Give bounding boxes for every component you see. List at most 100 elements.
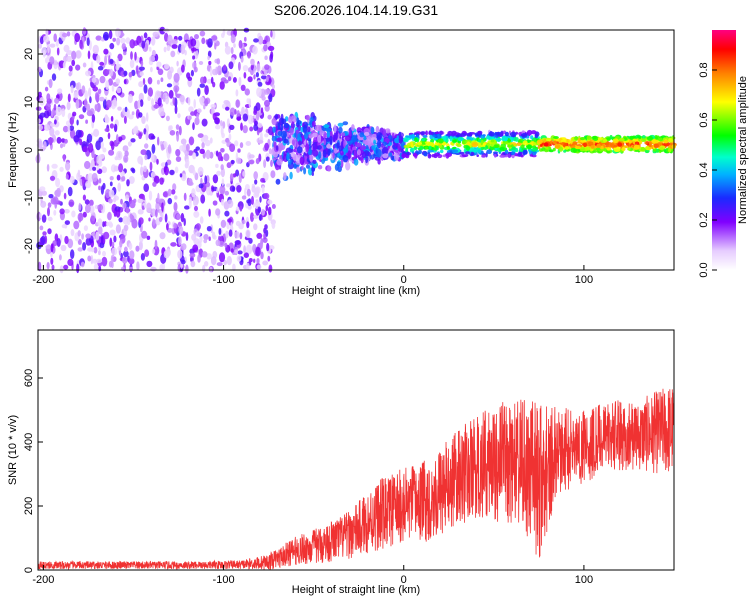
- spectrogram-cell: [102, 147, 107, 153]
- spectrogram-cell: [84, 199, 90, 205]
- spectrogram-cell: [424, 146, 428, 150]
- spectrogram-cell: [236, 185, 242, 193]
- spectrogram-cell: [148, 190, 153, 201]
- spectrogram-cell: [240, 84, 246, 92]
- spectrogram-cell: [572, 141, 578, 145]
- spectrogram-cell: [109, 58, 114, 65]
- spectrogram-cell: [66, 101, 71, 111]
- spectrogram-cell: [170, 50, 176, 58]
- spectrogram-cell: [160, 143, 165, 151]
- spectrogram-cell: [181, 243, 187, 251]
- spectrogram-cell: [50, 110, 54, 117]
- spectrogram-cell: [249, 126, 254, 132]
- spectrogram-cell: [627, 147, 631, 151]
- spectrogram-cell: [570, 139, 573, 145]
- spectrogram-cell: [554, 145, 560, 149]
- spectrogram-cell: [178, 35, 183, 41]
- spectrogram-cell: [203, 104, 206, 110]
- spectrogram-cell: [621, 146, 626, 152]
- spectrogram-cell: [485, 135, 492, 140]
- spectrogram-y-tick-label: -20: [23, 238, 35, 254]
- spectrogram-cell: [39, 225, 44, 231]
- spectrogram-cell: [111, 247, 118, 256]
- spectrogram-cell: [342, 155, 349, 163]
- spectrogram-cell: [229, 124, 235, 130]
- spectrogram-cell: [167, 144, 172, 154]
- spectrogram-cell: [75, 82, 80, 90]
- spectrogram-cell: [59, 254, 62, 261]
- spectrogram-cell: [125, 37, 131, 44]
- spectrogram-cell: [200, 177, 203, 185]
- spectrogram-cell: [115, 134, 119, 144]
- spectrogram-cell: [296, 146, 303, 154]
- spectrogram-cell: [499, 147, 505, 151]
- spectrogram-cell: [232, 186, 236, 192]
- spectrogram-cell: [82, 242, 87, 251]
- spectrogram-cell: [175, 124, 180, 130]
- spectrogram-cell: [629, 135, 634, 140]
- spectrogram-cell: [307, 126, 311, 133]
- spectrogram-cell: [478, 143, 481, 148]
- spectrogram-cell: [60, 143, 63, 149]
- spectrogram-cell: [242, 65, 249, 72]
- spectrogram-cell: [206, 226, 212, 232]
- spectrogram-cell: [138, 240, 143, 251]
- spectrogram-cell: [69, 175, 75, 184]
- spectrogram-cell: [247, 114, 254, 125]
- spectrogram-cell: [73, 135, 80, 143]
- spectrogram-y-tick-label: 10: [23, 96, 35, 108]
- spectrogram-cell: [283, 138, 289, 144]
- spectrogram-cell: [183, 192, 187, 201]
- spectrogram-cell: [367, 135, 372, 145]
- spectrogram-cell: [651, 139, 659, 144]
- spectrogram-cell: [308, 133, 314, 139]
- spectrogram-cell: [217, 151, 222, 162]
- spectrogram-cell: [68, 71, 72, 77]
- spectrogram-cell: [114, 156, 119, 161]
- spectrogram-cell: [508, 153, 511, 158]
- spectrogram-cell: [167, 197, 173, 205]
- spectrogram-cell: [193, 99, 196, 109]
- spectrogram-cell: [359, 145, 366, 151]
- spectrogram-cell: [253, 258, 256, 263]
- spectrogram-cell: [266, 242, 270, 252]
- spectrogram-cell: [199, 96, 205, 104]
- spectrogram-cell: [608, 143, 614, 148]
- spectrogram-cell: [246, 230, 250, 238]
- spectrogram-cell: [108, 78, 113, 86]
- spectrogram-cell: [211, 231, 216, 240]
- spectrogram-cell: [91, 77, 97, 83]
- spectrogram-cell: [586, 135, 592, 141]
- spectrogram-cell: [230, 34, 236, 44]
- spectrogram-cell: [39, 97, 45, 106]
- spectrogram-cell: [171, 189, 176, 195]
- spectrogram-cell: [170, 242, 177, 247]
- spectrogram-cell: [115, 209, 121, 218]
- spectrogram-cell: [244, 88, 250, 96]
- spectrogram-cell: [94, 104, 98, 112]
- spectrogram-cell: [173, 222, 178, 229]
- spectrogram-cell: [452, 139, 458, 143]
- spectrogram-cell: [445, 152, 452, 158]
- spectrogram-cell: [253, 109, 257, 115]
- spectrogram-cell: [224, 45, 231, 55]
- snr-x-tick-label: 0: [401, 574, 407, 586]
- spectrogram-cell: [105, 80, 110, 91]
- spectrogram-cell: [142, 78, 146, 85]
- spectrogram-cell: [104, 55, 108, 66]
- spectrogram-cell: [504, 149, 509, 154]
- spectrogram-cell: [493, 144, 500, 149]
- spectrogram-cell: [54, 130, 60, 136]
- spectrogram-cell: [425, 130, 428, 136]
- spectrogram-cell: [147, 95, 151, 101]
- spectrogram-cell: [239, 205, 243, 212]
- spectrogram-cell: [255, 246, 261, 257]
- spectrogram-cell: [41, 214, 47, 223]
- spectrogram-cell: [135, 245, 140, 252]
- spectrogram-cell: [481, 154, 486, 158]
- spectrogram-x-tick-label: -200: [32, 274, 54, 286]
- spectrogram-cell: [59, 265, 64, 274]
- colorbar-axis: 0.0 0.2 0.4 0.6 0.8: [698, 62, 717, 278]
- spectrogram-cell: [197, 166, 204, 176]
- spectrogram-cell: [137, 155, 144, 165]
